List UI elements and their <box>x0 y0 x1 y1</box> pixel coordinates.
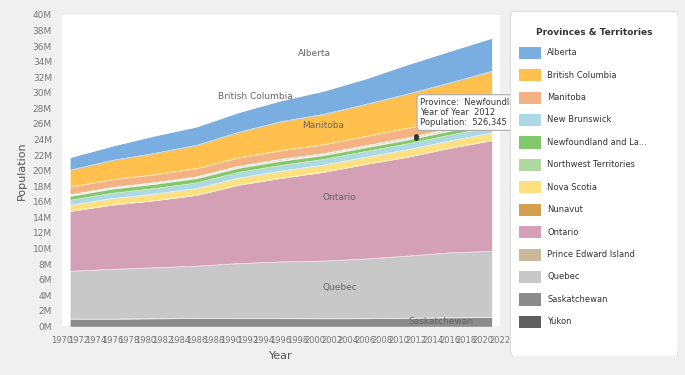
Text: Ontario: Ontario <box>547 228 579 237</box>
FancyBboxPatch shape <box>519 69 540 81</box>
Text: British Columbia: British Columbia <box>219 92 293 101</box>
Text: Manitoba: Manitoba <box>547 93 586 102</box>
FancyBboxPatch shape <box>519 92 540 104</box>
X-axis label: Year: Year <box>269 351 292 360</box>
FancyBboxPatch shape <box>519 114 540 126</box>
Text: Saskatchewan: Saskatchewan <box>547 295 608 304</box>
Text: Prince Edward Island: Prince Edward Island <box>547 250 635 259</box>
Text: Northwest Territories: Northwest Territories <box>547 160 635 169</box>
Text: New Brunswick: New Brunswick <box>547 116 612 124</box>
FancyBboxPatch shape <box>519 249 540 261</box>
FancyBboxPatch shape <box>519 136 540 148</box>
Text: Ontario: Ontario <box>323 194 357 202</box>
Text: British Columbia: British Columbia <box>547 70 616 80</box>
Text: Quebec: Quebec <box>323 283 358 292</box>
FancyBboxPatch shape <box>519 226 540 238</box>
Text: Nova Scotia: Nova Scotia <box>547 183 597 192</box>
Text: Newfoundland and La...: Newfoundland and La... <box>547 138 647 147</box>
Text: Nunavut: Nunavut <box>547 205 583 214</box>
FancyBboxPatch shape <box>519 204 540 216</box>
FancyBboxPatch shape <box>519 271 540 283</box>
FancyBboxPatch shape <box>519 159 540 171</box>
FancyBboxPatch shape <box>519 182 540 194</box>
Text: Provinces & Territories: Provinces & Territories <box>536 28 653 38</box>
Text: Saskatchewan: Saskatchewan <box>408 317 473 326</box>
Text: Alberta: Alberta <box>547 48 578 57</box>
FancyBboxPatch shape <box>519 316 540 328</box>
Text: Alberta: Alberta <box>298 50 331 58</box>
FancyBboxPatch shape <box>510 11 678 356</box>
FancyBboxPatch shape <box>519 294 540 306</box>
FancyBboxPatch shape <box>519 47 540 59</box>
Text: Quebec: Quebec <box>547 272 580 281</box>
Text: Yukon: Yukon <box>547 317 572 326</box>
Text: Manitoba: Manitoba <box>302 121 344 130</box>
Y-axis label: Population: Population <box>17 141 27 200</box>
Text: Province:  Newfoundland and Labrador
Year of Year  2012
Population:  526,345: Province: Newfoundland and Labrador Year… <box>420 98 584 128</box>
